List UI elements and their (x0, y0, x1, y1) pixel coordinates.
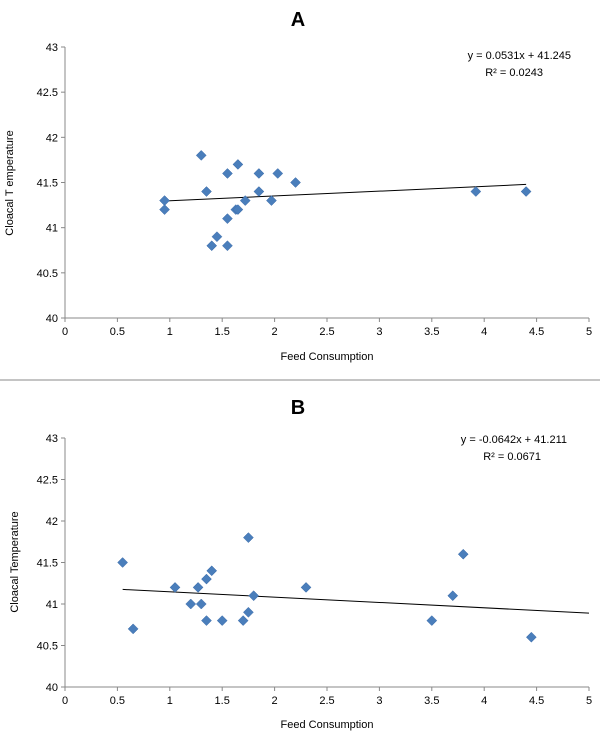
x-tick-label: 3 (376, 326, 382, 338)
data-point (159, 204, 170, 215)
data-point (192, 582, 204, 593)
x-tick-label: 3.5 (424, 695, 439, 707)
y-tick-label: 43 (46, 433, 58, 445)
data-point (201, 573, 212, 585)
data-point (159, 195, 170, 206)
x-tick-label: 0 (62, 695, 68, 707)
y-tick-label: 40 (46, 682, 58, 694)
panel-b-y-ticks: 40 40.5 41 41.5 42 42.5 43 (37, 433, 65, 694)
panel-b-y-axis-title: Cloacal Temperature (9, 511, 21, 612)
x-tick-label: 4.5 (529, 695, 544, 707)
data-point (222, 240, 233, 252)
panel-a-y-axis-title: Cloacal T emperature (4, 130, 16, 235)
panel-a-trendline-group (164, 183, 527, 202)
panel-a-x-axis-title: Feed Consumption (281, 351, 374, 363)
data-point (248, 590, 259, 602)
data-point (253, 186, 265, 197)
x-tick-label: 1 (167, 695, 173, 707)
x-tick-label: 5 (586, 326, 592, 338)
data-point (206, 565, 218, 577)
x-tick-label: 0.5 (110, 695, 125, 707)
data-point (127, 623, 139, 635)
panel-b-r-squared: R² = 0.0671 (483, 451, 541, 463)
panel-a-trendline (164, 183, 527, 202)
x-tick-label: 2.5 (319, 326, 334, 338)
data-point (232, 204, 244, 215)
data-point (526, 631, 537, 643)
data-point (470, 186, 482, 197)
y-tick-label: 40 (46, 313, 58, 325)
panel-b-x-ticks: 0 0.5 1 1.5 2 2.5 3 3.5 4 4.5 5 (62, 687, 592, 707)
data-point (266, 195, 277, 206)
data-point (185, 598, 197, 610)
data-point (169, 582, 181, 593)
panel-b-trendline-group (122, 588, 590, 614)
data-point (237, 615, 249, 626)
panel-b-x-axis-title: Feed Consumption (281, 719, 374, 731)
x-tick-label: 4.5 (529, 326, 544, 338)
panel-b-points (117, 532, 537, 643)
panel-a-r-squared: R² = 0.0243 (485, 67, 543, 79)
data-point (211, 231, 223, 243)
x-tick-label: 1.5 (215, 695, 230, 707)
data-point (206, 240, 218, 252)
data-point (117, 557, 128, 568)
x-tick-label: 4 (481, 326, 487, 338)
data-point (201, 186, 212, 197)
y-tick-label: 42.5 (37, 87, 58, 99)
data-point (272, 168, 284, 179)
data-point (290, 177, 301, 188)
panel-b-equation: y = -0.0642x + 41.211 (461, 434, 567, 446)
y-tick-label: 42.5 (37, 475, 58, 487)
data-point (457, 548, 469, 560)
panel-a-points (159, 150, 532, 252)
x-tick-label: 2.5 (319, 695, 334, 707)
data-point (195, 598, 207, 610)
x-tick-label: 3 (376, 695, 382, 707)
y-tick-label: 41 (46, 223, 58, 235)
data-point (222, 168, 233, 179)
chart-panel-a: A y = 0.0531x + 41.245 R² = 0.0243 0 0.5 1… (4, 9, 592, 363)
x-tick-label: 3.5 (424, 326, 439, 338)
y-tick-label: 41.5 (37, 558, 58, 570)
y-tick-label: 41.5 (37, 178, 58, 190)
chart-panel-b: B y = -0.0642x + 41.211 R² = 0.0671 0 0.5… (9, 397, 592, 731)
y-tick-label: 40.5 (37, 268, 58, 280)
panel-a-equation: y = 0.0531x + 41.245 (468, 50, 571, 62)
data-point (239, 195, 251, 206)
data-point (222, 213, 233, 224)
y-tick-label: 42 (46, 132, 58, 144)
x-tick-label: 2 (272, 695, 278, 707)
panel-b-trendline (122, 588, 590, 614)
data-point (300, 582, 312, 593)
data-point (232, 159, 244, 170)
data-point (195, 150, 207, 161)
data-point (426, 615, 438, 626)
x-tick-label: 2 (272, 326, 278, 338)
x-tick-label: 1 (167, 326, 173, 338)
panel-a-x-ticks: 0 0.5 1 1.5 2 2.5 3 3.5 4 4.5 5 (62, 318, 592, 338)
x-tick-label: 0 (62, 326, 68, 338)
y-tick-label: 40.5 (37, 641, 58, 653)
data-point (520, 186, 532, 197)
panel-b-title: B (291, 397, 305, 419)
panel-a-title: A (291, 9, 305, 31)
data-point (216, 615, 228, 626)
data-point (243, 606, 254, 618)
y-tick-label: 42 (46, 516, 58, 528)
data-point (447, 590, 459, 602)
x-tick-label: 5 (586, 695, 592, 707)
x-tick-label: 4 (481, 695, 487, 707)
x-tick-label: 1.5 (215, 326, 230, 338)
data-point (201, 615, 212, 626)
data-point (253, 168, 265, 179)
panel-a-y-ticks: 40 40.5 41 41.5 42 42.5 43 (37, 42, 65, 325)
data-point (243, 532, 254, 543)
y-tick-label: 41 (46, 599, 58, 611)
x-tick-label: 0.5 (110, 326, 125, 338)
y-tick-label: 43 (46, 42, 58, 54)
